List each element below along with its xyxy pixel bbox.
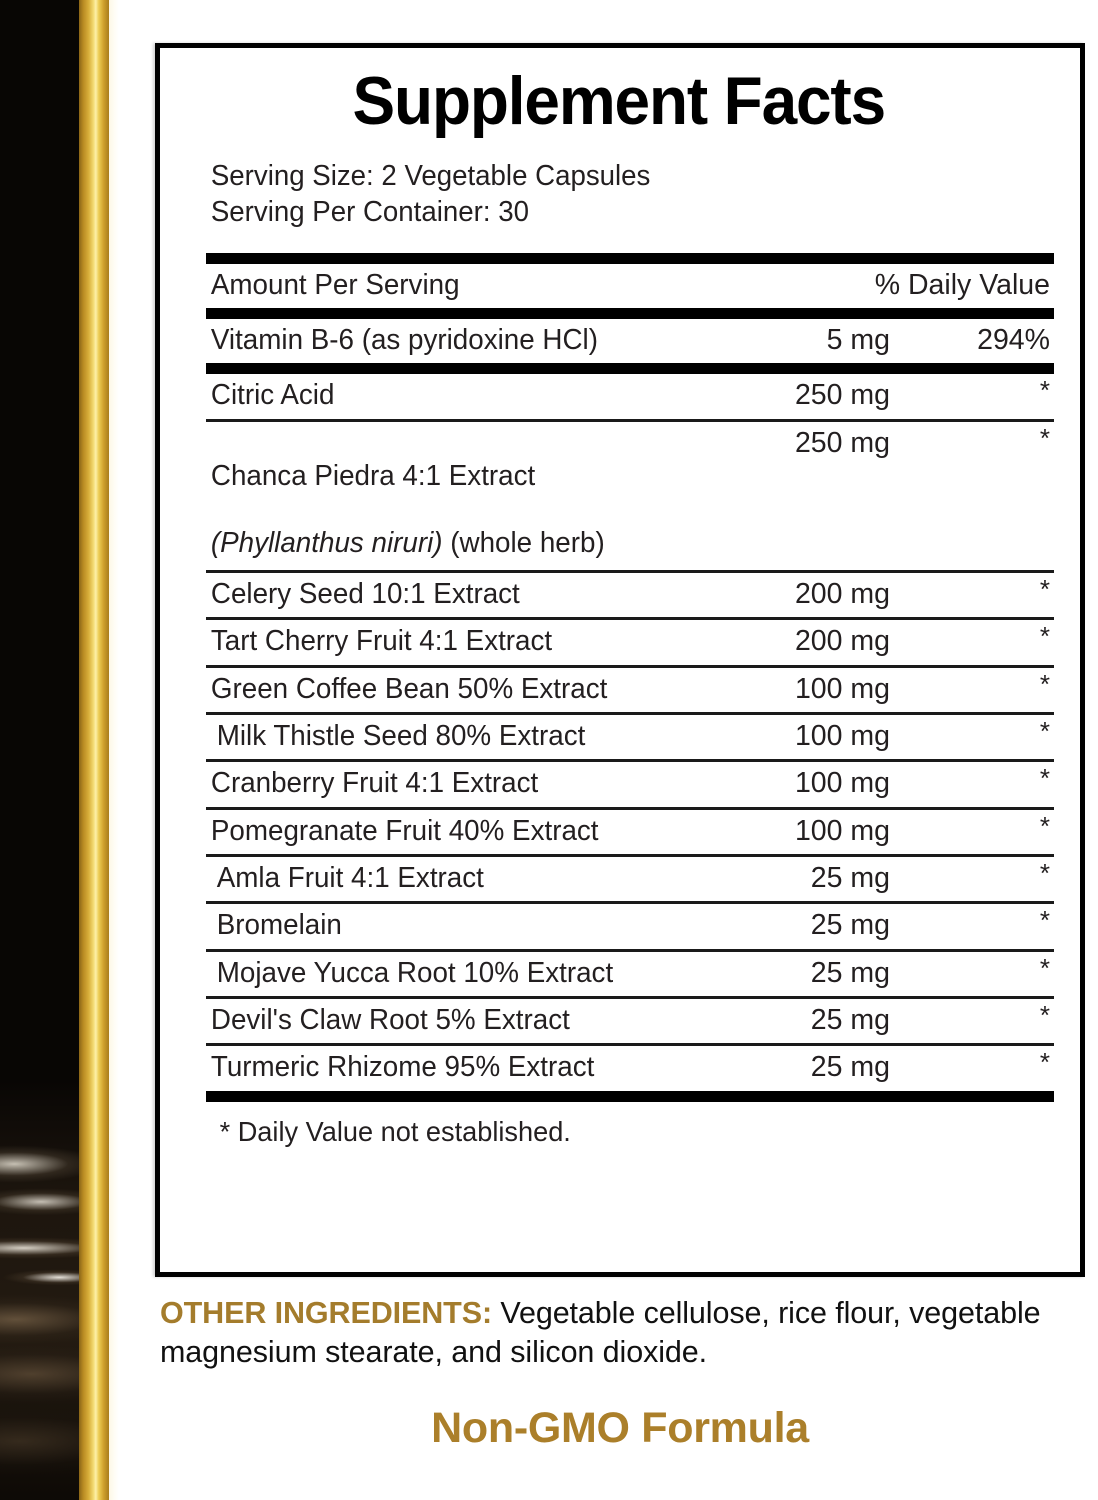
table-row: Cranberry Fruit 4:1 Extract 100 mg *: [206, 762, 1054, 806]
ingredient-amount: 100 mg: [794, 719, 890, 752]
row-divider: [206, 948, 1054, 952]
ingredient-daily-value: *: [1039, 1047, 1050, 1078]
table-bottom-rule: [206, 1090, 1054, 1102]
table-row: Tart Cherry Fruit 4:1 Extract 200 mg *: [206, 620, 1054, 664]
cream-highlight-stripe: [109, 0, 119, 1500]
serving-info: Serving Size: 2 Vegetable Capsules Servi…: [206, 159, 1031, 231]
ingredient-daily-value: *: [1039, 810, 1050, 841]
row-divider: [206, 1043, 1054, 1047]
supplement-facts-panel: Supplement Facts Serving Size: 2 Vegetab…: [155, 43, 1085, 1277]
table-row: Turmeric Rhizome 95% Extract 25 mg *: [206, 1046, 1054, 1090]
ingredient-amount: 25 mg: [810, 1051, 890, 1084]
ingredient-amount: 200 mg: [794, 625, 890, 658]
other-ingredients-text: Vegetable cellulose, rice flour, vegetab…: [160, 1296, 1041, 1370]
row-divider: [206, 759, 1054, 763]
ingredient-amount: 100 mg: [794, 672, 890, 705]
row-divider: [206, 854, 1054, 857]
table-row: Amla Fruit 4:1 Extract 25 mg *: [206, 857, 1054, 901]
row-divider: [206, 664, 1054, 668]
table-row: Mojave Yucca Root 10% Extract 25 mg *: [206, 952, 1054, 996]
row-divider: [206, 617, 1054, 621]
ingredient-amount: 25 mg: [810, 862, 890, 894]
table-row: Bromelain 25 mg *: [206, 904, 1054, 948]
ingredient-name-suffix: (whole herb): [442, 526, 605, 559]
row-divider-thick: [206, 363, 1054, 375]
row-divider: [206, 711, 1054, 715]
silk-texture-graphic: [0, 1080, 79, 1500]
ingredient-name: Pomegranate Fruit 40% Extract: [210, 814, 599, 847]
daily-value-footnote: * Daily Value not established.: [219, 1115, 571, 1147]
ingredient-name: Cranberry Fruit 4:1 Extract: [210, 767, 539, 800]
table-row: Vitamin B-6 (as pyridoxine HCl) 5 mg 294…: [206, 319, 1054, 363]
table-top-rule: [206, 252, 1054, 264]
ingredient-daily-value: *: [1039, 375, 1050, 406]
ingredient-name: Celery Seed 10:1 Extract: [210, 577, 520, 610]
ingredient-scientific-name: (Phyllanthus niruri): [210, 526, 443, 559]
ingredient-name: Turmeric Rhizome 95% Extract: [210, 1051, 595, 1084]
ingredient-daily-value: *: [1039, 763, 1050, 794]
table-row: Milk Thistle Seed 80% Extract 100 mg *: [206, 715, 1054, 759]
row-divider: [206, 996, 1054, 1000]
ingredient-name: Tart Cherry Fruit 4:1 Extract: [210, 625, 553, 658]
row-divider: [206, 418, 1054, 422]
ingredient-daily-value: *: [1039, 905, 1050, 936]
ingredient-amount: 100 mg: [794, 814, 890, 847]
other-ingredients-label: OTHER INGREDIENTS:: [160, 1296, 493, 1330]
ingredient-amount: 25 mg: [810, 956, 890, 989]
header-bottom-rule: [206, 307, 1054, 319]
ingredient-name: Citric Acid: [210, 379, 335, 412]
table-row: Green Coffee Bean 50% Extract 100 mg *: [206, 668, 1054, 712]
row-divider: [206, 901, 1054, 905]
ingredient-name: Chanca Piedra 4:1 Extract (Phyllanthus n…: [206, 427, 692, 560]
page-title: Supplement Facts: [352, 63, 887, 139]
table-row: Pomegranate Fruit 40% Extract 100 mg *: [206, 810, 1054, 854]
serving-per-container-text: Serving Per Container: 30: [210, 195, 529, 228]
ingredient-daily-value: 294%: [977, 323, 1050, 356]
ingredient-amount: 250 mg: [794, 426, 890, 459]
ingredient-amount: 25 mg: [810, 909, 890, 942]
ingredient-amount: 200 mg: [794, 577, 890, 610]
ingredient-amount: 25 mg: [810, 1004, 890, 1037]
table-row: Chanca Piedra 4:1 Extract (Phyllanthus n…: [206, 422, 1054, 570]
ingredient-name: Mojave Yucca Root 10% Extract: [216, 956, 614, 989]
ingredient-daily-value: *: [1039, 1000, 1050, 1031]
ingredient-daily-value: *: [1039, 621, 1050, 652]
ingredient-amount: 250 mg: [794, 379, 890, 412]
ingredient-daily-value: *: [1039, 952, 1050, 983]
table-column-header-row: Amount Per Serving % Daily Value: [206, 264, 1054, 308]
ingredient-amount: 100 mg: [794, 767, 890, 800]
ingredient-name: Amla Fruit 4:1 Extract: [216, 862, 484, 894]
ingredient-name: Vitamin B-6 (as pyridoxine HCl): [210, 323, 598, 356]
column-header-daily-value: % Daily Value: [874, 268, 1050, 301]
ingredient-name-line1: Chanca Piedra 4:1 Extract: [210, 459, 536, 492]
ingredient-daily-value: *: [1039, 573, 1050, 604]
non-gmo-formula-text: Non-GMO Formula: [431, 1404, 809, 1452]
ingredient-name: Bromelain: [216, 909, 342, 942]
other-ingredients-block: OTHER INGREDIENTS: Vegetable cellulose, …: [160, 1294, 1098, 1373]
ingredient-daily-value: *: [1039, 668, 1050, 699]
table-row: Citric Acid 250 mg *: [206, 374, 1054, 418]
table-row: Devil's Claw Root 5% Extract 25 mg *: [206, 999, 1054, 1043]
ingredient-name: Milk Thistle Seed 80% Extract: [216, 719, 586, 752]
ingredient-name: Devil's Claw Root 5% Extract: [210, 1004, 570, 1037]
ingredient-amount: 5 mg: [826, 323, 890, 356]
ingredient-name: Green Coffee Bean 50% Extract: [210, 672, 608, 705]
table-row: Celery Seed 10:1 Extract 200 mg *: [206, 573, 1054, 617]
ingredient-daily-value: *: [1039, 422, 1050, 453]
gold-accent-stripe: [79, 0, 109, 1500]
row-divider: [206, 806, 1054, 810]
ingredient-daily-value: *: [1039, 715, 1050, 746]
row-divider: [206, 569, 1054, 573]
serving-size-text: Serving Size: 2 Vegetable Capsules: [210, 159, 651, 192]
ingredient-daily-value: *: [1039, 858, 1050, 888]
left-black-edge-band: [0, 0, 79, 1500]
column-header-amount: Amount Per Serving: [210, 268, 460, 301]
nutrition-table: Amount Per Serving % Daily Value Vitamin…: [206, 252, 1056, 1102]
